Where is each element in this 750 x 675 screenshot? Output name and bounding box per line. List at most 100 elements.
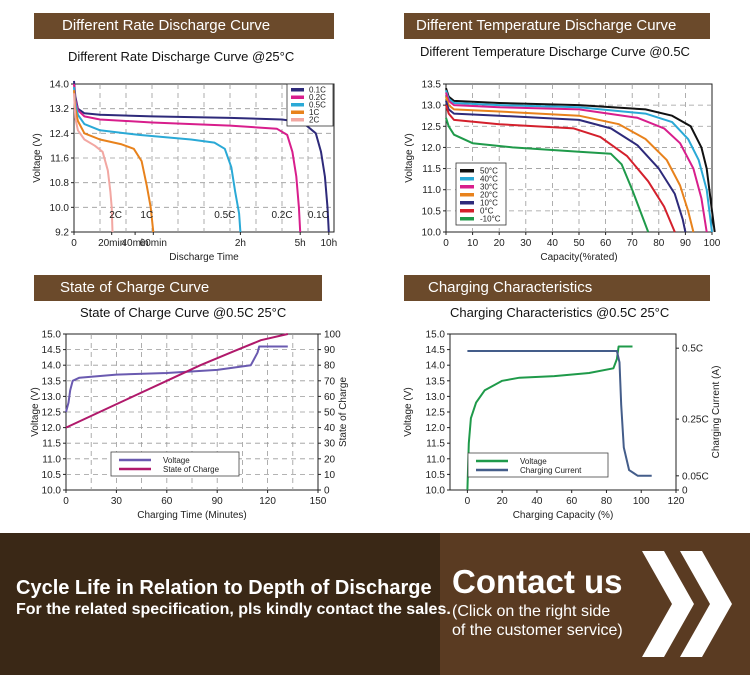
footer-banner: Cycle Life in Relation to Depth of Disch… [0, 533, 750, 675]
contact-us-link[interactable]: Contact us [452, 563, 623, 600]
series-line-40-C [445, 89, 713, 233]
series-line-10-C [445, 100, 687, 233]
x-axis-title: Charging Capacity (%) [513, 510, 614, 521]
cycle-life-block[interactable]: Cycle Life in Relation to Depth of Disch… [0, 533, 451, 675]
y-tick-label: 10.5 [426, 470, 446, 481]
y2-tick-label: 60 [324, 392, 336, 403]
contact-hint-line1: (Click on the right side [452, 603, 611, 620]
x-tick-label: 80 [653, 238, 665, 249]
rate-header: Different Rate Discharge Curve [34, 13, 334, 39]
y-tick-label: 10.8 [50, 178, 70, 189]
legend-label: Charging Current [520, 466, 582, 475]
temp-header: Different Temperature Discharge Curve [404, 13, 710, 39]
y-tick-label: 13.0 [42, 392, 62, 403]
series-line-30-C [445, 92, 708, 233]
x-tick-label: 2h [235, 238, 246, 249]
y2-tick-label: 40 [324, 423, 336, 434]
curve-label: 1C [140, 210, 153, 221]
y-tick-label: 14.0 [426, 361, 446, 372]
series-line-0.1C [73, 80, 330, 233]
y-tick-label: 14.0 [50, 80, 70, 91]
rate-chart-title: Different Rate Discharge Curve @25°C [68, 49, 295, 64]
y-tick-label: 12.5 [426, 408, 446, 419]
contact-hint-line2: of the customer service) [452, 622, 623, 639]
y-tick-label: 11.0 [422, 185, 441, 196]
legend-label: 10°C [480, 199, 498, 208]
series-line-20-C [445, 96, 695, 233]
series-line-State-of-Charge [65, 333, 289, 429]
y-tick-label: 14.5 [42, 345, 62, 356]
legend-label: 2C [309, 116, 319, 125]
x-tick-label: 90 [680, 238, 692, 249]
x-tick-label: 60 [161, 496, 173, 507]
soc-header: State of Charge Curve [34, 275, 322, 301]
legend-swatch [460, 217, 474, 221]
legend-swatch [460, 185, 474, 189]
y-tick-label: 11.5 [426, 439, 445, 450]
x-tick-label: 100 [633, 496, 650, 507]
y2-tick-label: 20 [324, 454, 336, 465]
legend-label: 20°C [480, 191, 498, 200]
x-tick-label: 20 [494, 238, 506, 249]
curve-label: 0.5C [214, 210, 235, 221]
x-tick-label: 10h [320, 238, 337, 249]
y2-tick-label: 0 [324, 486, 330, 497]
legend-label: 0°C [480, 207, 494, 216]
series-line-Charging-Current [467, 350, 652, 477]
y-axis-title: Voltage (V) [404, 133, 415, 182]
y2-axis-title: Charging Current (A) [711, 366, 722, 459]
x-tick-label: 20 [497, 496, 509, 507]
y-tick-label: 13.5 [42, 376, 62, 387]
x-tick-label: 100 [704, 238, 721, 249]
x-tick-label: 120 [259, 496, 276, 507]
x-tick-label: 70 [627, 238, 639, 249]
y-tick-label: 12.0 [422, 143, 442, 154]
y-tick-label: 15.0 [426, 330, 446, 341]
series-line-2C [73, 93, 114, 233]
legend-swatch [460, 169, 474, 173]
legend-label: -10°C [480, 215, 501, 224]
y-tick-label: 12.0 [42, 423, 62, 434]
y-tick-label: 13.2 [50, 104, 70, 115]
y-tick-label: 13.5 [426, 376, 446, 387]
y-tick-label: 11.5 [422, 164, 441, 175]
legend-swatch [291, 110, 304, 114]
temp-chart-title: Different Temperature Discharge Curve @0… [420, 44, 690, 59]
legend-label: 0.5C [309, 101, 326, 110]
legend-swatch [460, 201, 474, 205]
x-tick-label: 0 [63, 496, 69, 507]
x-tick-label: 50 [573, 238, 585, 249]
legend-label: State of Charge [163, 465, 220, 474]
cycle-life-title: Cycle Life in Relation to Depth of Disch… [16, 577, 432, 599]
y-tick-label: 10.0 [42, 486, 62, 497]
legend-label: Voltage [520, 457, 547, 466]
cycle-life-subtitle: For the related specification, pls kindl… [16, 601, 451, 618]
legend-box [467, 452, 609, 478]
curve-label: 2C [109, 210, 122, 221]
y2-tick-label: 0.05C [682, 471, 709, 482]
curve-label: 0.1C [308, 210, 329, 221]
y-tick-label: 13.5 [422, 80, 442, 91]
x-tick-label: 150 [310, 496, 327, 507]
y-axis-title: Voltage (V) [30, 387, 41, 436]
y-tick-label: 12.4 [50, 129, 70, 140]
series-line-0.5C [73, 87, 242, 233]
y-axis-title: Voltage (V) [32, 133, 43, 182]
x-axis-title: Discharge Time [169, 252, 239, 263]
charge-header: Charging Characteristics [404, 275, 710, 301]
x-tick-label: 20min [98, 238, 125, 249]
y-axis-title: Voltage (V) [403, 387, 414, 436]
x-tick-label: 120 [668, 496, 685, 507]
y-tick-label: 10.0 [426, 486, 446, 497]
chevron-right-icon[interactable] [638, 551, 738, 657]
legend-label: 30°C [480, 183, 498, 192]
x-axis-title: Capacity(%rated) [540, 252, 617, 263]
x-tick-label: 0 [443, 238, 449, 249]
y-tick-label: 14.0 [42, 361, 62, 372]
y-tick-label: 12.5 [422, 122, 442, 133]
x-tick-label: 10 [467, 238, 479, 249]
legend-label: 1C [309, 108, 319, 117]
